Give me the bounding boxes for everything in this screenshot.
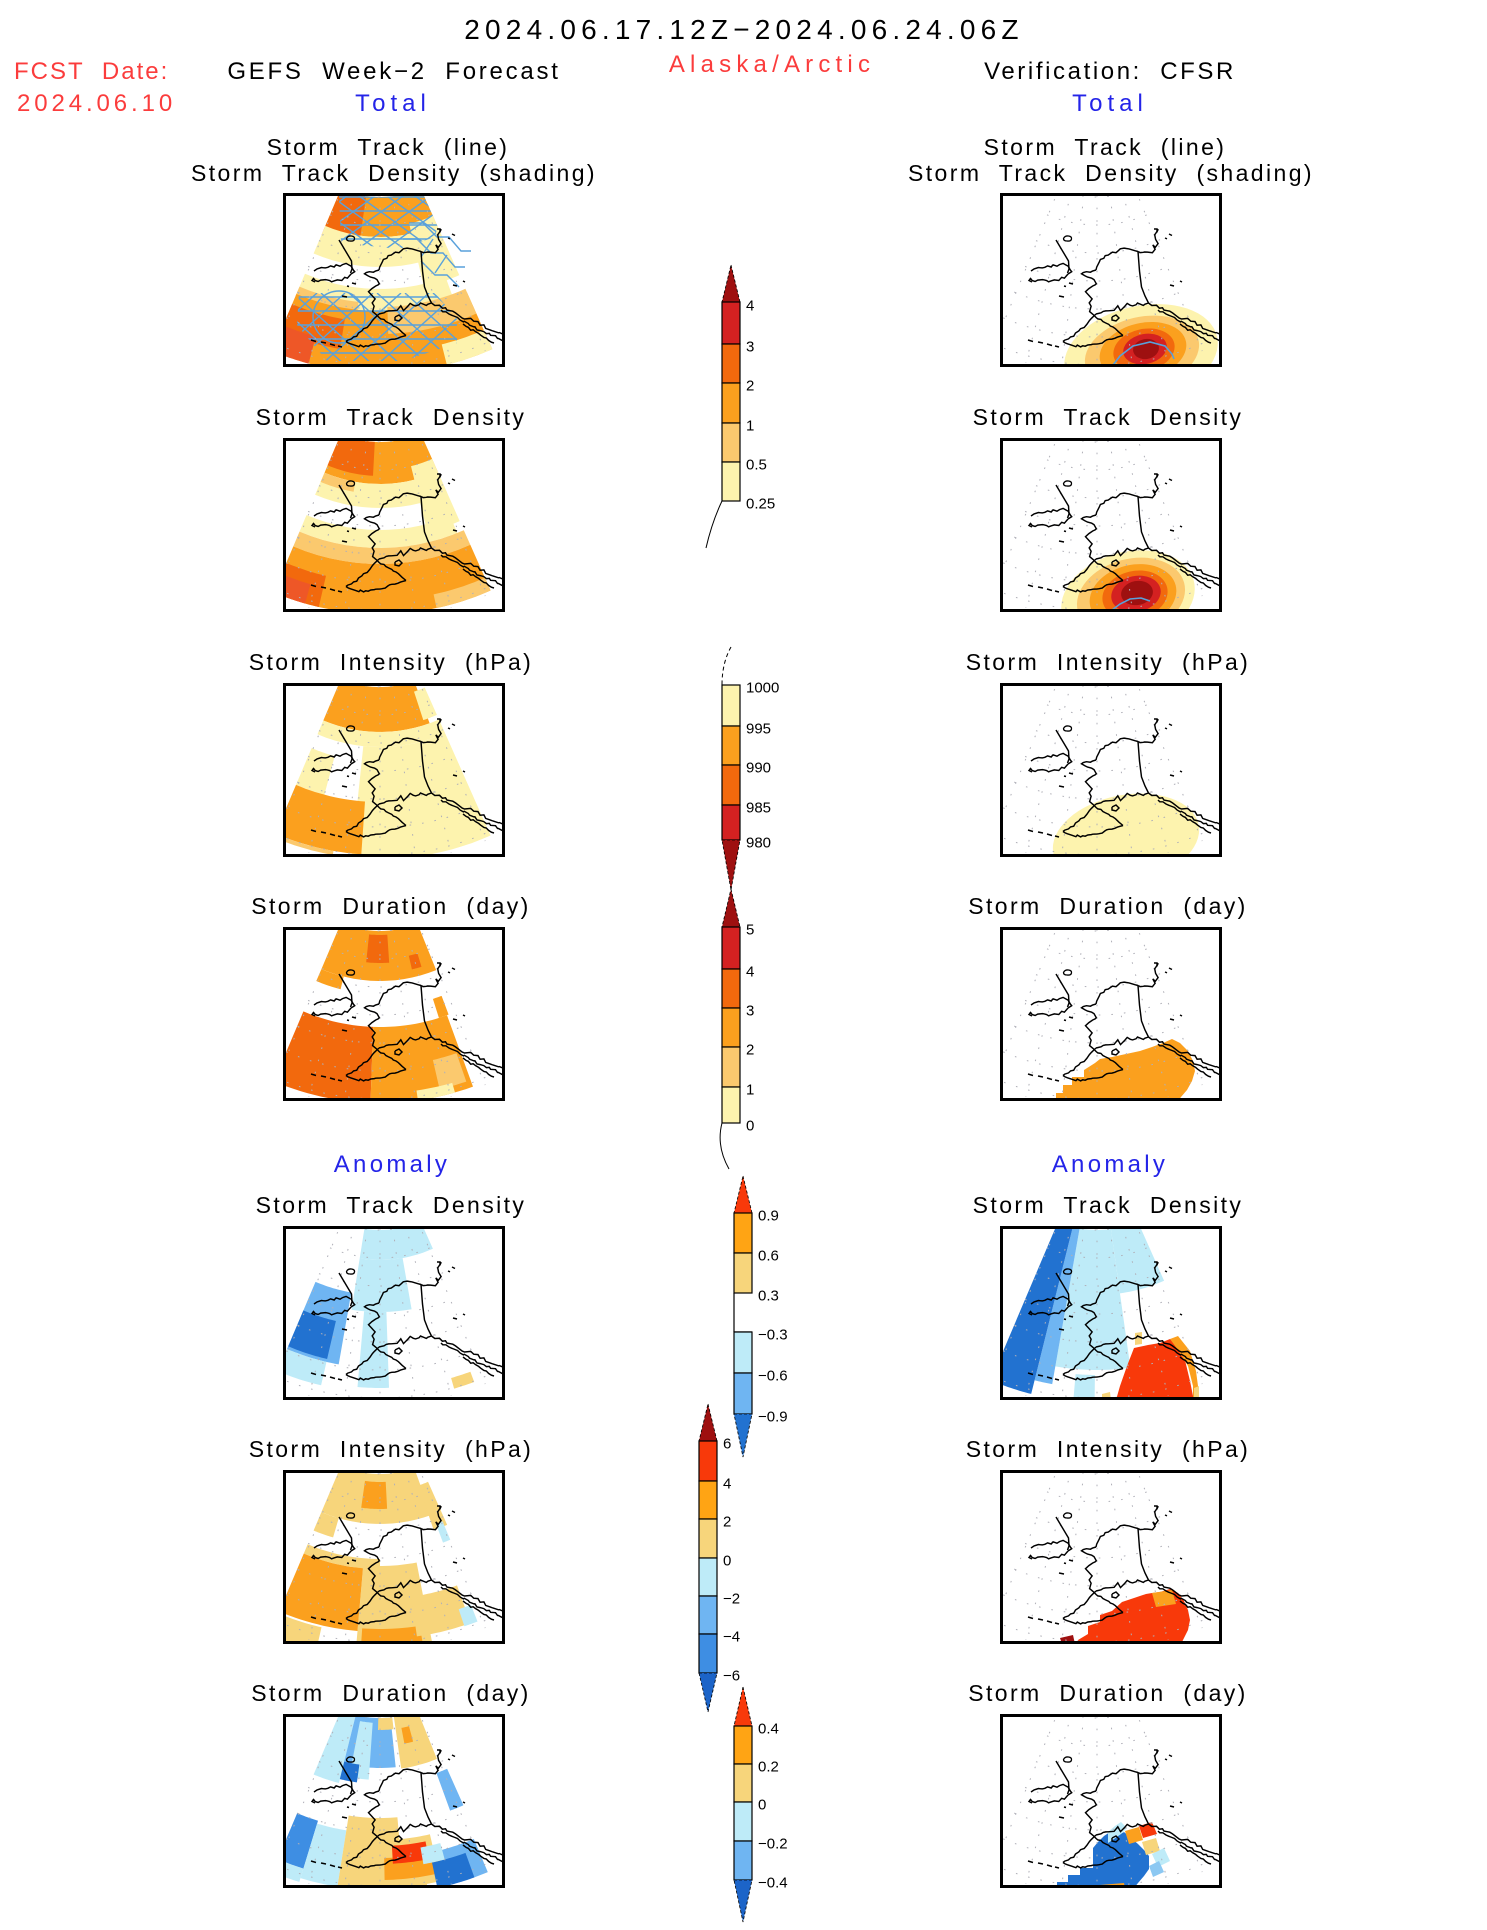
svg-text:Anomaly: Anomaly [334,1151,450,1178]
svg-text:Storm Track Density: Storm Track Density [973,404,1244,430]
svg-text:−2: −2 [723,1591,740,1608]
svg-text:Alaska/Arctic: Alaska/Arctic [669,51,875,78]
svg-text:3: 3 [746,1003,754,1020]
svg-text:Storm Duration (day): Storm Duration (day) [968,1680,1247,1706]
svg-text:3: 3 [746,339,754,356]
svg-text:−0.2: −0.2 [758,1836,788,1853]
svg-text:Storm Duration (day): Storm Duration (day) [968,893,1247,919]
svg-text:Storm Track Density: Storm Track Density [973,1192,1244,1218]
svg-text:−0.3: −0.3 [758,1327,788,1344]
svg-text:−0.9: −0.9 [758,1409,788,1426]
svg-text:Storm Intensity (hPa): Storm Intensity (hPa) [249,1436,533,1462]
svg-text:0.3: 0.3 [758,1288,779,1305]
svg-text:2: 2 [723,1514,731,1531]
svg-text:0.9: 0.9 [758,1208,779,1225]
svg-text:2: 2 [746,378,754,395]
svg-text:Storm Track Density (shading): Storm Track Density (shading) [908,160,1314,186]
svg-text:−0.4: −0.4 [758,1875,788,1892]
svg-text:Total: Total [355,90,431,117]
svg-text:0: 0 [723,1553,731,1570]
svg-text:Verification: CFSR: Verification: CFSR [984,58,1236,85]
svg-text:990: 990 [746,760,771,777]
svg-text:Storm Track Density: Storm Track Density [256,1192,527,1218]
svg-text:4: 4 [746,298,754,315]
svg-text:995: 995 [746,721,771,738]
svg-text:4: 4 [746,964,754,981]
svg-text:1: 1 [746,1082,754,1099]
svg-text:Storm Intensity (hPa): Storm Intensity (hPa) [249,649,533,675]
svg-text:0: 0 [746,1118,754,1135]
svg-text:2: 2 [746,1042,754,1059]
svg-text:Storm Intensity (hPa): Storm Intensity (hPa) [966,1436,1250,1462]
svg-text:1: 1 [746,418,754,435]
svg-text:Storm Intensity (hPa): Storm Intensity (hPa) [966,649,1250,675]
svg-text:0.5: 0.5 [746,457,767,474]
svg-text:Storm Duration (day): Storm Duration (day) [251,1680,530,1706]
svg-text:5: 5 [746,922,754,939]
svg-text:0.4: 0.4 [758,1721,779,1738]
svg-text:Storm Track Density (shading): Storm Track Density (shading) [191,160,597,186]
svg-text:Total: Total [1072,90,1148,117]
svg-text:FCST Date:: FCST Date: [14,58,169,85]
svg-text:Storm Track (line): Storm Track (line) [984,134,1227,160]
svg-text:0.2: 0.2 [758,1759,779,1776]
svg-text:1000: 1000 [746,680,779,697]
svg-text:−6: −6 [723,1668,740,1685]
svg-text:0.6: 0.6 [758,1248,779,1265]
svg-text:−0.6: −0.6 [758,1368,788,1385]
svg-text:2024.06.17.12Z−2024.06.24.06Z: 2024.06.17.12Z−2024.06.24.06Z [464,14,1023,45]
svg-text:Storm Track Density: Storm Track Density [256,404,527,430]
svg-text:985: 985 [746,800,771,817]
svg-text:Storm Duration (day): Storm Duration (day) [251,893,530,919]
svg-text:−4: −4 [723,1629,740,1646]
svg-text:0.25: 0.25 [746,496,775,513]
svg-text:Anomaly: Anomaly [1052,1151,1168,1178]
svg-text:2024.06.10: 2024.06.10 [17,90,176,117]
svg-text:0: 0 [758,1797,766,1814]
svg-text:6: 6 [723,1436,731,1453]
svg-text:980: 980 [746,835,771,852]
svg-text:4: 4 [723,1476,731,1493]
svg-text:Storm Track (line): Storm Track (line) [267,134,510,160]
svg-text:GEFS Week−2 Forecast: GEFS Week−2 Forecast [227,58,560,85]
